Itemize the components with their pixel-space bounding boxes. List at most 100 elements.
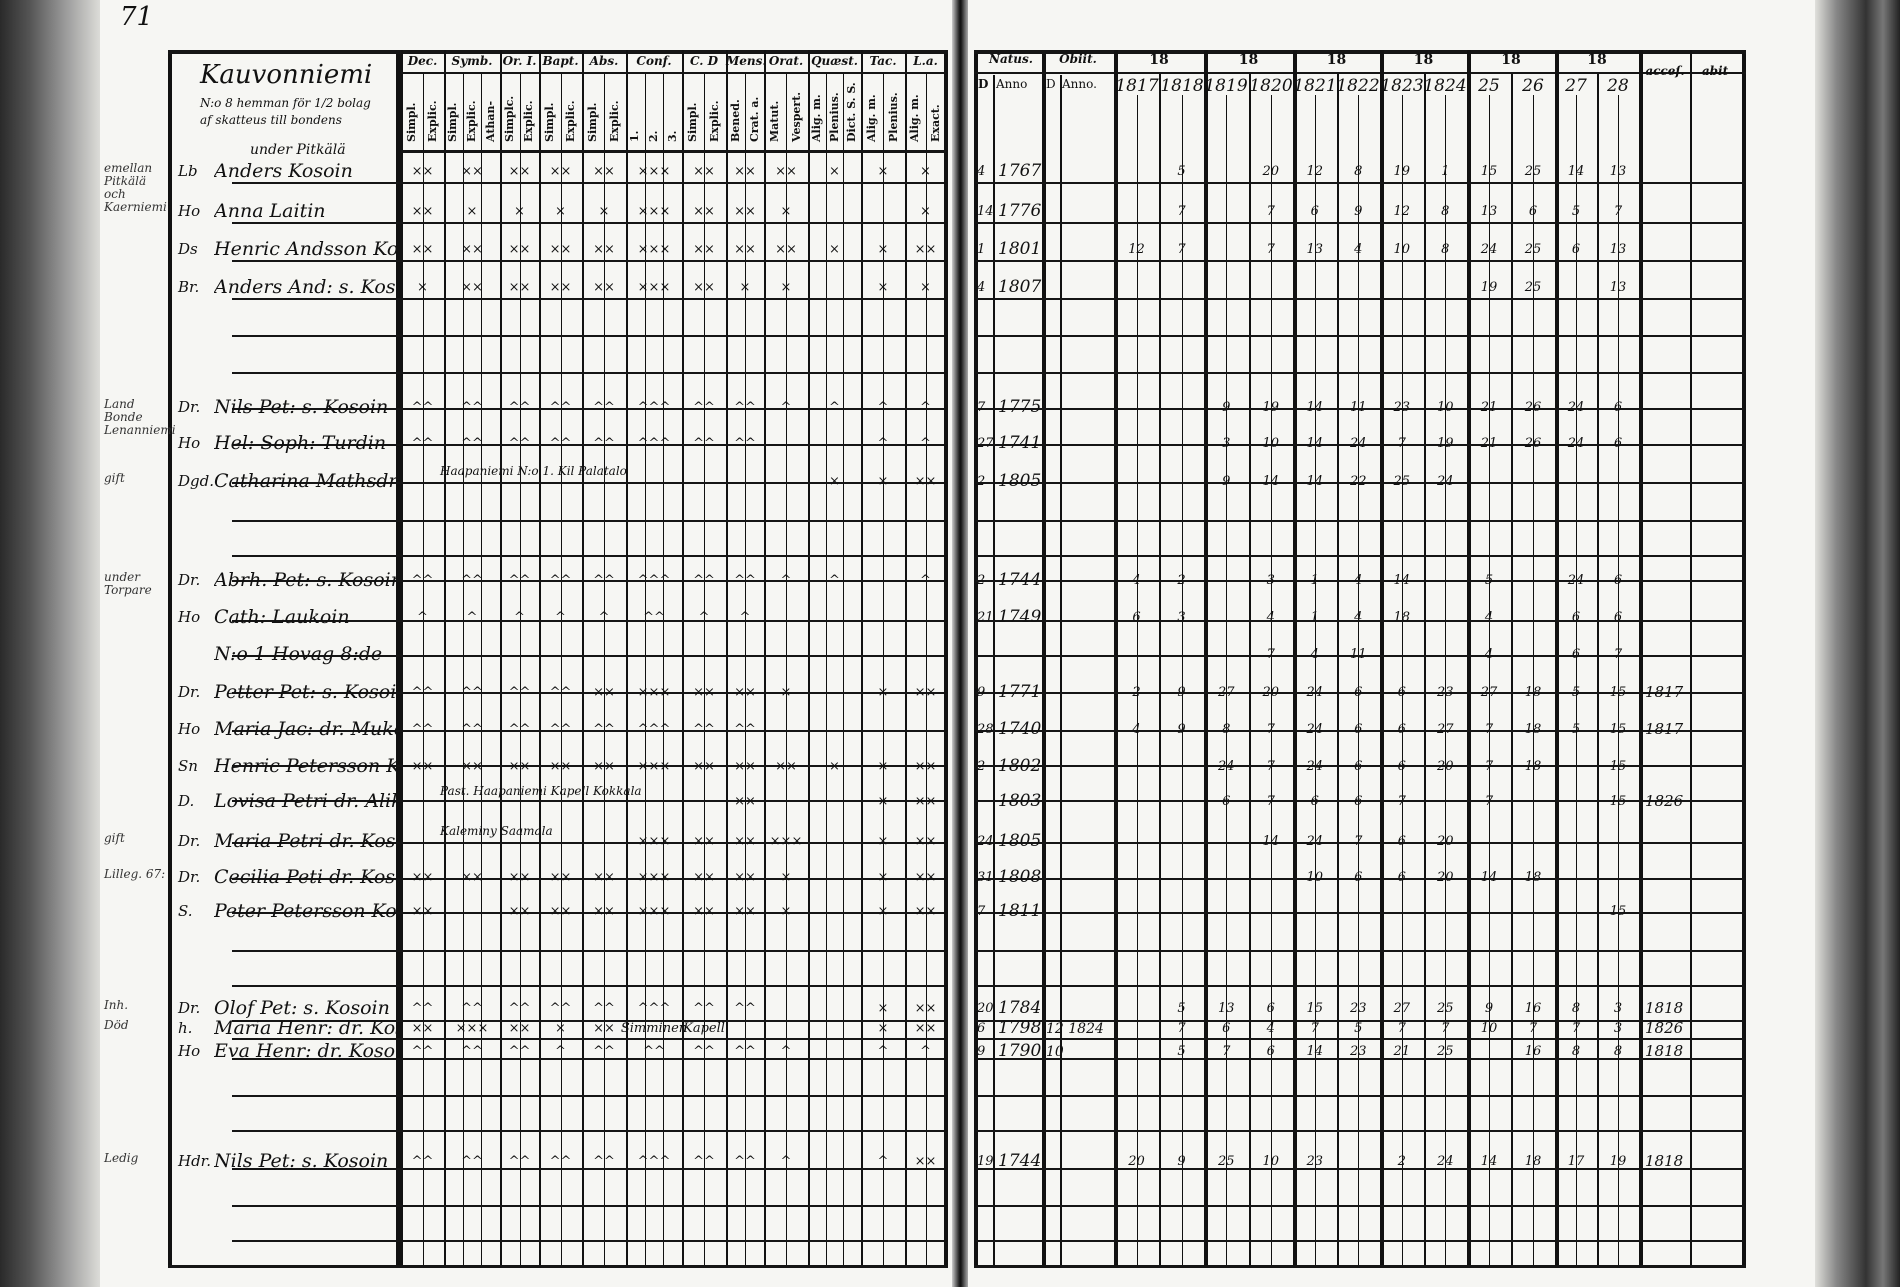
- communion-mark: 14: [1480, 1154, 1498, 1169]
- communion-mark: 27: [1217, 685, 1235, 700]
- subcolumn-header: Simpl.: [543, 102, 556, 142]
- reading-mark: ××: [461, 164, 483, 179]
- communion-mark: 6: [1571, 242, 1581, 257]
- communion-mark: 6: [1132, 610, 1141, 625]
- reading-mark: ×××: [637, 759, 671, 774]
- reading-mark: ^^: [593, 722, 615, 737]
- communion-mark: 4: [1484, 647, 1494, 662]
- communion-mark: 9: [1354, 204, 1363, 219]
- header-orat: Orat.: [768, 54, 804, 68]
- reading-mark: ××: [914, 474, 937, 489]
- communion-mark: 7: [1222, 1044, 1231, 1059]
- village-subtitle-2: af skatteus till bondens: [200, 113, 342, 127]
- reading-mark: ××: [775, 242, 797, 257]
- subcolumn-line: [883, 74, 884, 1265]
- communion-mark: 27: [1393, 1001, 1411, 1016]
- row-rule: [232, 842, 944, 844]
- reading-mark: ×: [877, 794, 889, 809]
- reading-mark: ××: [693, 759, 715, 774]
- row-title-prefix: Hdr.: [178, 1152, 211, 1170]
- row-rule-right: [976, 444, 1744, 446]
- year-header: 1819: [1204, 76, 1248, 96]
- reading-mark: ^^: [508, 573, 531, 588]
- person-name: Maria Petri dr. Kosoin: [214, 830, 396, 852]
- year-subcolumn-line: [1445, 95, 1446, 1265]
- communion-mark: 8: [1571, 1044, 1581, 1059]
- reading-mark: ×: [780, 870, 792, 885]
- communion-mark: 7: [1266, 794, 1275, 809]
- reading-mark: ^^: [508, 1154, 531, 1169]
- book-binding-right: [1815, 0, 1900, 1287]
- year-group-line: [1380, 50, 1384, 1265]
- row-rule-right: [976, 298, 1744, 300]
- row-rule-right: [976, 800, 1744, 802]
- reading-mark: ××: [914, 759, 937, 774]
- row-rule: [232, 482, 944, 484]
- reading-mark: ×××: [637, 204, 671, 219]
- communion-mark: 14: [1262, 834, 1280, 849]
- communion-mark: 7: [1266, 204, 1275, 219]
- row-rule-right: [976, 620, 1744, 622]
- communion-mark: 6: [1613, 610, 1623, 625]
- group-column-line: [808, 50, 810, 1265]
- subcolumn-line: [704, 74, 705, 1265]
- person-name: Nils Pet: s. Kosoin: [214, 396, 389, 418]
- row-title-prefix: Dr.: [178, 571, 201, 589]
- subcolumn-header: Plenius.: [887, 92, 900, 142]
- reading-mark: ^^: [461, 1001, 483, 1016]
- person-name: Cecilia Peti dr. Kosoin: [214, 866, 396, 888]
- communion-mark: 23: [1306, 1154, 1324, 1169]
- reading-mark: ^: [780, 1044, 792, 1059]
- year-subcolumn-line: [1533, 95, 1534, 1265]
- reading-mark: ^^: [593, 400, 615, 415]
- year-subcolumn-line: [1315, 95, 1316, 1265]
- row-rule: [232, 444, 944, 446]
- communion-mark: 7: [1484, 759, 1494, 774]
- communion-mark: 24: [1436, 474, 1454, 489]
- accessit-year: 1818: [1645, 1042, 1684, 1060]
- person-name: Henric Andsson Kosoin: [214, 238, 396, 260]
- header-qust: Quæst.: [811, 54, 858, 68]
- communion-mark: 6: [1354, 759, 1363, 774]
- communion-mark: 24: [1436, 1154, 1454, 1169]
- communion-mark: 18: [1524, 722, 1542, 737]
- year-group-line: [1293, 50, 1297, 1265]
- reading-mark: ^^: [461, 400, 483, 415]
- reading-mark: ×: [877, 1001, 889, 1016]
- row-rule-right: [976, 1095, 1744, 1097]
- reading-mark: ××: [914, 834, 937, 849]
- year-subcolumn-line: [1402, 95, 1403, 1265]
- communion-mark: 7: [1397, 794, 1406, 809]
- communion-mark: 25: [1393, 474, 1411, 489]
- reading-mark: ^^: [693, 1044, 715, 1059]
- reading-mark: ××: [775, 164, 797, 179]
- year-column-line: [1337, 74, 1339, 1265]
- communion-mark: 7: [1571, 1021, 1581, 1036]
- reading-mark: ×: [877, 685, 889, 700]
- communion-mark: 15: [1609, 904, 1627, 919]
- communion-mark: 4: [1266, 610, 1275, 625]
- group-header-rule: [401, 72, 946, 74]
- communion-mark: 7: [1177, 204, 1186, 219]
- communion-mark: 19: [1393, 164, 1411, 179]
- communion-mark: 5: [1484, 573, 1494, 588]
- row-rule: [232, 692, 944, 694]
- reading-mark: ××: [593, 1021, 615, 1036]
- reading-mark: ××: [693, 904, 715, 919]
- year-group-line: [1204, 50, 1208, 1265]
- communion-mark: 27: [1480, 685, 1498, 700]
- abiit-column-line: [1690, 50, 1692, 1265]
- communion-mark: 7: [1177, 1021, 1186, 1036]
- reading-mark: ^^: [461, 722, 483, 737]
- person-name: Cath: Laukoin: [214, 606, 350, 628]
- communion-mark: 6: [1354, 870, 1363, 885]
- communion-mark: 10: [1393, 242, 1411, 257]
- reading-mark: ^^: [734, 436, 756, 451]
- year-header: 1818: [1160, 76, 1204, 96]
- birth-year: 1771: [998, 682, 1042, 702]
- reading-mark: ^^: [461, 1044, 483, 1059]
- birth-year: 1744: [998, 570, 1042, 590]
- year-subcolumn-line: [1618, 95, 1619, 1265]
- row-rule-right: [976, 1058, 1744, 1060]
- group-column-line: [444, 50, 446, 1265]
